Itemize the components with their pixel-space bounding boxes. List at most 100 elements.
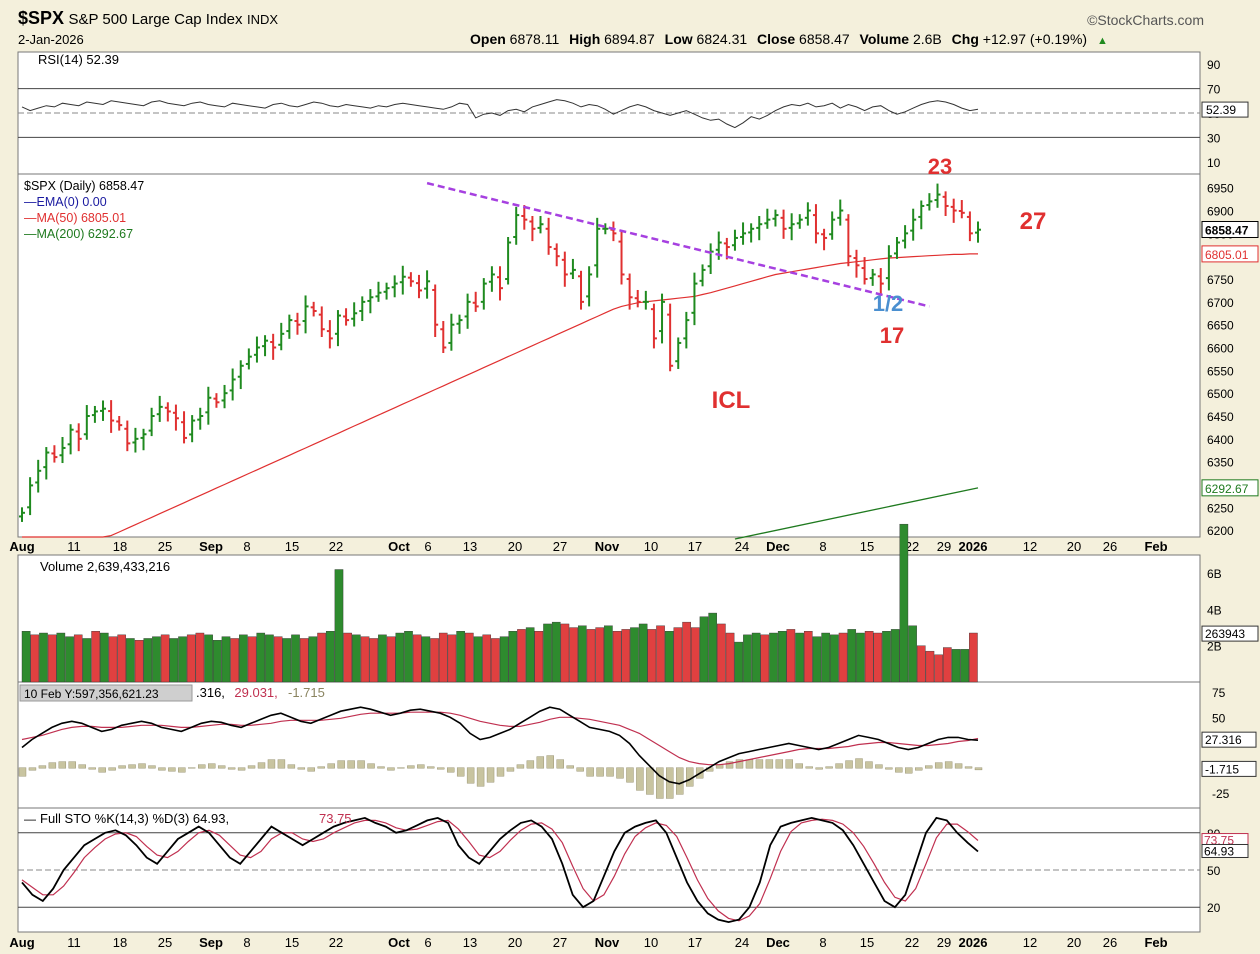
rsi-tick-70: 70 (1207, 83, 1221, 97)
index-name: S&P 500 Large Cap Index (68, 11, 243, 28)
macd-histogram-bar (496, 767, 505, 777)
ohlc-value-chg: +12.97 (+0.19%) (982, 31, 1091, 47)
xaxis-bottom-0: Aug (9, 935, 34, 950)
ma200-line (734, 487, 979, 540)
symbol[interactable]: $SPX (18, 8, 65, 28)
macd-histogram-bar (795, 763, 803, 769)
macd-histogram-bar (626, 767, 634, 783)
volume-bar (899, 523, 909, 683)
xaxis-bottom-3: 25 (158, 935, 172, 950)
volume-bar (386, 636, 396, 683)
volume-bar (30, 634, 40, 683)
volume-bar (769, 632, 778, 683)
macd-histogram-bar (815, 767, 823, 770)
price-bar (902, 225, 909, 249)
rsi-legend: RSI(14) 52.39 (38, 52, 119, 67)
price-tag-box-1 (1201, 245, 1259, 263)
annotation-17: 17 (880, 323, 904, 348)
macd-histogram-bar (875, 764, 883, 769)
price-bar (691, 272, 698, 326)
volume-bar (499, 636, 509, 683)
macd-histogram-bar (317, 766, 325, 769)
xaxis-bottom-24: 20 (1067, 935, 1081, 950)
macd-histogram-bar (586, 767, 594, 777)
macd-tag-0: 27.316 (1205, 733, 1242, 747)
price-bar (181, 411, 188, 444)
price-bar (221, 384, 228, 409)
volume-bar (239, 634, 248, 683)
macd-histogram-bar (546, 755, 554, 769)
volume-bar (638, 623, 648, 683)
volume-bar (465, 632, 474, 683)
trendline (426, 181, 930, 308)
annotation-27: 27 (1020, 208, 1047, 235)
volume-bar (430, 638, 439, 683)
macd-legend-1: 29.031, (234, 685, 277, 700)
macd-histogram-bar (725, 761, 734, 769)
volume-bar (482, 634, 492, 683)
macd-histogram-bar (745, 759, 754, 769)
price-bar (934, 183, 941, 208)
xaxis-bottom-6: 15 (285, 935, 299, 950)
price-bar (391, 275, 398, 298)
macd-histogram-bar (885, 767, 893, 770)
volume-bar (39, 632, 48, 683)
price-bar (51, 445, 58, 463)
volume-bar (717, 623, 726, 683)
macd-histogram-bar (606, 767, 614, 777)
price-bar (286, 314, 293, 339)
macd-histogram-bar (58, 761, 67, 769)
macd-histogram-bar (775, 759, 784, 769)
ohlc-bar: Open 6878.11 High 6894.87 Low 6824.31 Cl… (470, 31, 1108, 47)
price-bar (756, 216, 763, 241)
volume-bar (308, 636, 318, 683)
price-bar (780, 209, 787, 239)
macd-histogram-bar (915, 767, 923, 771)
price-bar (245, 348, 252, 370)
xaxis-mid-22: 2026 (959, 539, 988, 554)
macd-histogram-bar (735, 759, 744, 769)
volume-bar (178, 636, 187, 683)
volume-bar (438, 632, 448, 683)
price-bar (586, 266, 593, 307)
chart-header: $SPX S&P 500 Large Cap Index INDX (18, 8, 278, 29)
price-bar (464, 293, 471, 329)
price-bar (83, 405, 90, 440)
macd-histogram-bar (148, 765, 156, 769)
volume-bar (786, 629, 796, 683)
volume-bar (630, 627, 639, 683)
xaxis-mid-0: Aug (9, 539, 34, 554)
xaxis-bottom-22: 2026 (959, 935, 988, 950)
volume-bar (916, 645, 926, 683)
volume-bar (969, 632, 978, 683)
ohlc-value-open: 6878.11 (509, 31, 564, 47)
xaxis-mid-25: 26 (1103, 539, 1117, 554)
price-bar (59, 437, 66, 464)
volume-tag-box (1201, 625, 1259, 642)
price-bar (156, 395, 163, 422)
macd-histogram-bar (427, 766, 435, 769)
volume-bar (473, 636, 483, 683)
volume-bar (534, 631, 544, 683)
macd-histogram-bar (178, 767, 186, 773)
xaxis-mid-11: 20 (508, 539, 522, 554)
price-bar (804, 202, 811, 226)
price-tag-box-2 (1201, 479, 1259, 497)
price-tick-6750: 6750 (1207, 273, 1234, 287)
xaxis-bottom-2: 18 (113, 935, 127, 950)
volume-bar (777, 631, 787, 683)
price-bar (278, 322, 285, 351)
price-bar (262, 335, 269, 357)
price-bar (885, 245, 892, 291)
price-legend-1: —EMA(0) 0.00 (24, 195, 107, 209)
rsi-value-label: 52.39 (1206, 103, 1236, 117)
volume-bar (291, 634, 300, 683)
macd-histogram-bar (835, 763, 843, 769)
xaxis-bottom-23: 12 (1023, 935, 1037, 950)
xaxis-mid-5: 8 (243, 539, 250, 554)
price-bar (132, 427, 139, 453)
macd-histogram-bar (98, 767, 106, 773)
volume-bar (821, 632, 830, 683)
